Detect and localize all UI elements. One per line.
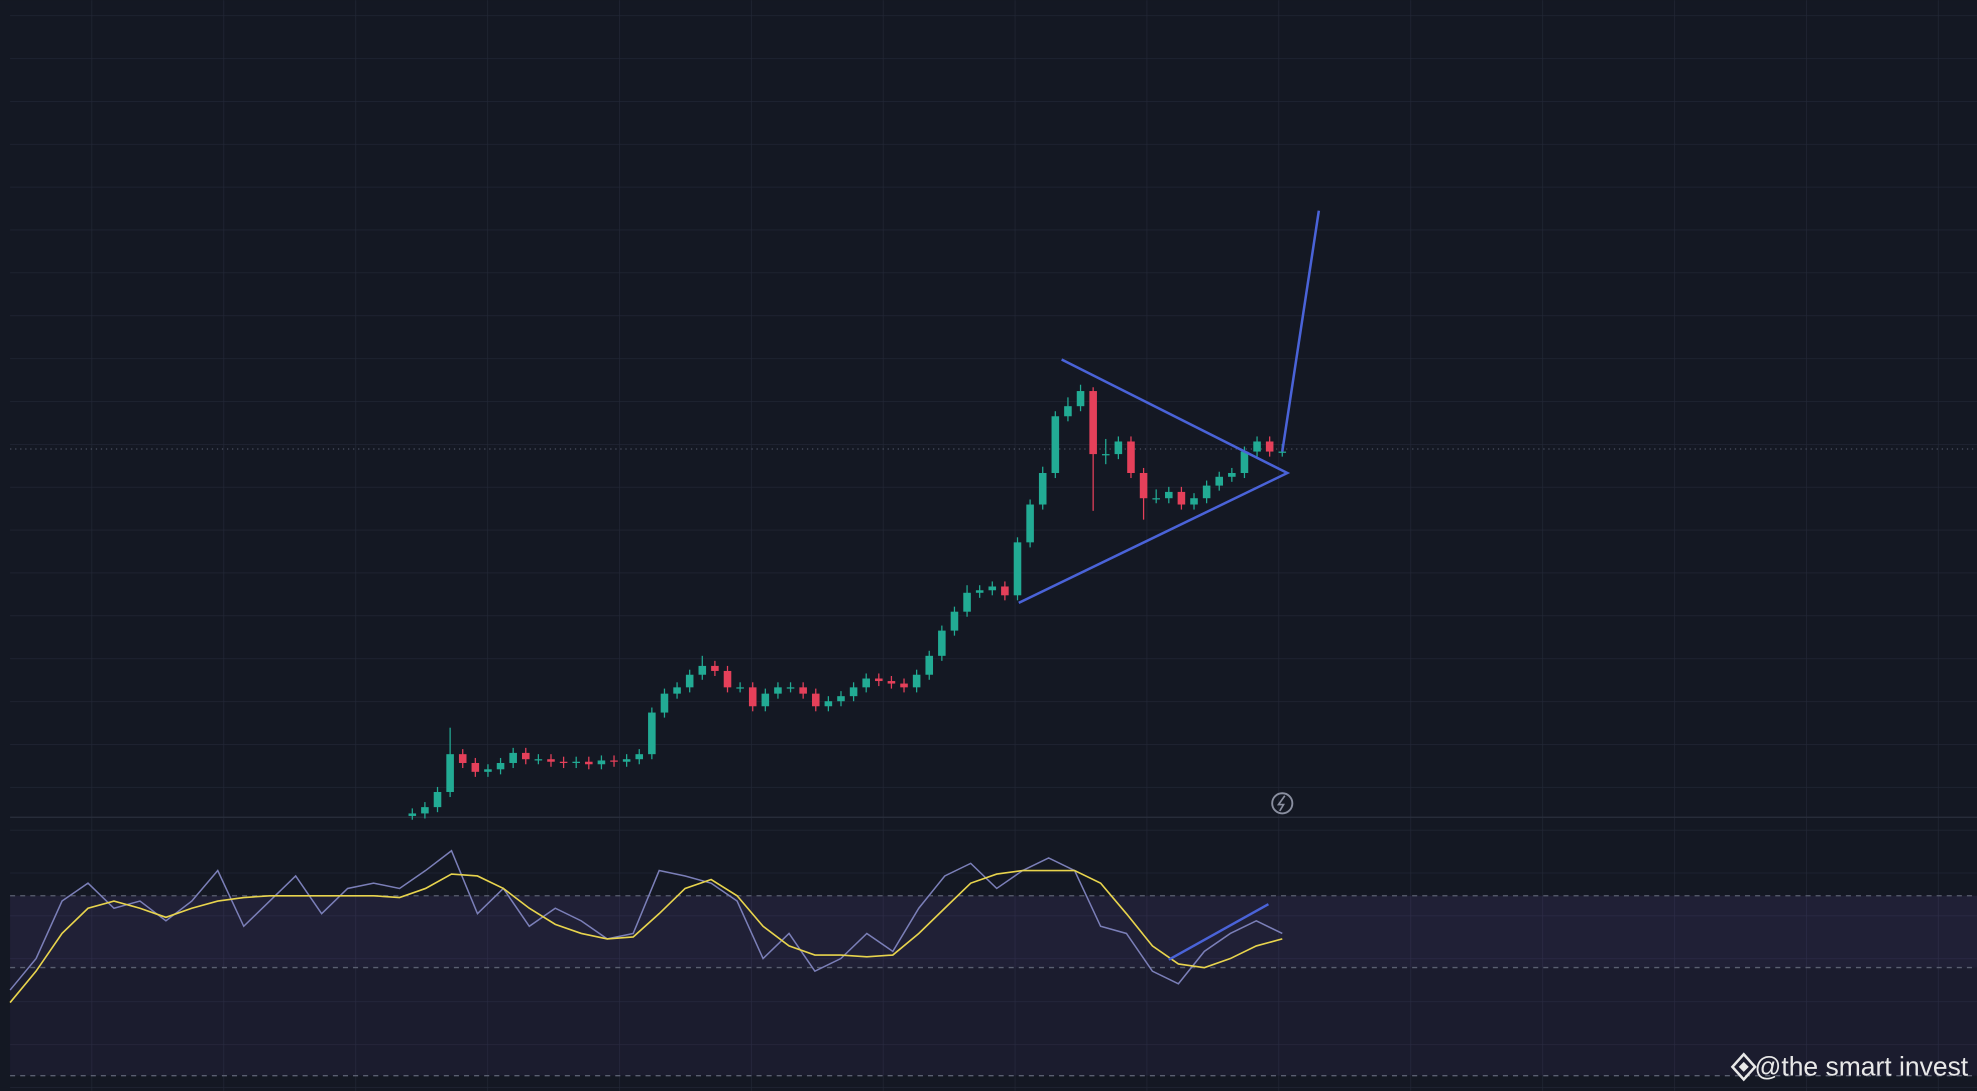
candle-body	[660, 693, 669, 713]
candle-body	[572, 761, 580, 763]
candle-body	[900, 683, 908, 688]
candle-body	[1051, 416, 1060, 474]
candle-body	[811, 693, 820, 707]
candle-body	[433, 791, 442, 808]
candle-body	[786, 687, 795, 689]
rsi-pane	[9, 849, 1977, 1076]
candle-body	[1114, 441, 1123, 455]
watermark: @the smart invest	[1754, 1052, 1968, 1082]
candle-body	[408, 813, 417, 816]
candle-body	[1127, 441, 1135, 474]
candle-body	[925, 655, 934, 675]
candle-body	[1177, 491, 1186, 505]
candle-body	[988, 586, 997, 591]
candle-body	[824, 701, 833, 707]
candle-body	[875, 678, 883, 682]
candle-body	[509, 752, 517, 763]
candle-body	[950, 611, 959, 631]
candle-body	[421, 807, 429, 814]
candle-body	[1215, 476, 1224, 486]
candle-body	[547, 759, 555, 762]
candle-body	[622, 759, 631, 762]
candle-body	[1026, 504, 1034, 543]
grid	[10, 0, 1977, 1091]
candle-body	[1240, 451, 1249, 474]
triangle-pattern	[1018, 358, 1291, 605]
candle-body	[635, 754, 644, 760]
candle-body	[975, 590, 984, 593]
candle-body	[471, 762, 480, 772]
candle-body	[1253, 441, 1261, 452]
candle-body	[673, 687, 681, 694]
candle-body	[1064, 406, 1072, 417]
candle-body	[1278, 451, 1287, 453]
candle-body	[1265, 441, 1274, 452]
candle-body	[585, 761, 593, 765]
watermark-logo	[1730, 1052, 1757, 1082]
projection-arrow	[1281, 210, 1321, 452]
candle-body	[458, 754, 467, 763]
candle-body	[1202, 485, 1211, 499]
candle-body	[938, 630, 946, 656]
candle-body	[963, 592, 971, 612]
candle-body	[559, 761, 568, 763]
candle-body	[446, 754, 454, 792]
candle-body	[1089, 391, 1097, 455]
candle-body	[837, 696, 845, 702]
candle-body	[1076, 391, 1085, 407]
candle-body	[912, 674, 921, 688]
candles	[408, 384, 1287, 820]
candle-body	[1165, 491, 1173, 499]
candle-body	[685, 674, 694, 688]
rsi-line	[9, 869, 1283, 1004]
candle-body	[723, 670, 732, 688]
candle-body	[761, 693, 770, 707]
candle-body	[1038, 473, 1047, 505]
candle-body	[1013, 542, 1022, 596]
candle-body	[1228, 473, 1236, 477]
candle-body	[1001, 586, 1009, 596]
candle-body	[862, 678, 870, 688]
candle-body	[711, 665, 719, 671]
candle-body	[748, 687, 757, 707]
candle-body	[1190, 498, 1198, 505]
candle-body	[774, 687, 782, 694]
rsi-lower-fill	[10, 967, 1977, 1076]
candle-body	[736, 687, 744, 689]
candle-body	[698, 665, 707, 675]
rsi-trendline	[1168, 903, 1270, 961]
candle-body	[496, 762, 505, 770]
candle-body	[484, 769, 492, 772]
candle-body	[1152, 498, 1160, 500]
candle-body	[610, 760, 618, 762]
candle-body	[849, 687, 858, 697]
candle-body	[1139, 473, 1148, 499]
candle-body	[534, 759, 543, 761]
candle-body	[1101, 454, 1110, 456]
rsi-band	[10, 895, 1977, 968]
candle-body	[521, 752, 530, 760]
rsi-line	[9, 849, 1283, 991]
candle-body	[597, 760, 606, 765]
alert-icon[interactable]	[1271, 792, 1294, 815]
candle-body	[648, 712, 656, 755]
candle-body	[799, 687, 807, 694]
candle-body	[887, 681, 896, 684]
